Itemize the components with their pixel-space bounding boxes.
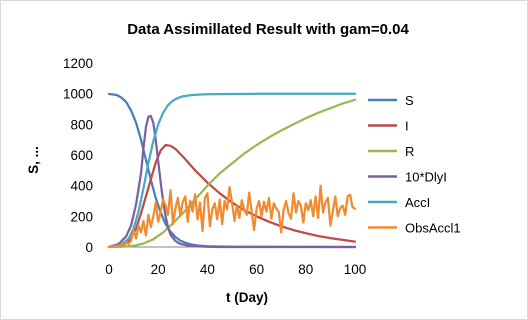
chart-title: Data Assimillated Result with gam=0.04 [127,21,409,38]
legend-label: 10*DlyI [405,170,447,185]
series-line-10dlyi [107,114,357,249]
y-tick-label: 200 [70,209,93,224]
y-axis-title: S, ... [26,146,41,174]
y-tick-label: 400 [70,179,93,194]
y-tick-label: 1000 [63,87,93,102]
series-line-i [107,143,357,248]
legend: SIR 10*DlyI AccI ObsAccl1 [368,93,461,236]
legend-label: R [405,144,414,159]
y-tick-label: 600 [70,148,93,163]
legend-label: ObsAccl1 [405,221,461,236]
legend-label: S [405,93,414,108]
series-lines [107,92,357,249]
y-tick-label: 1200 [63,56,93,71]
x-tick-label: 100 [344,262,367,277]
x-tick-label: 40 [200,262,215,277]
series-line-r [107,98,357,249]
legend-label: I [405,119,409,134]
axes: 0 200 400 600 800 1000 1200 0 20 40 60 80 100 [63,56,366,277]
legend-label: AccI [405,195,430,210]
x-axis-title: t (Day) [226,290,268,305]
x-tick-label: 0 [105,262,113,277]
x-tick-label: 60 [249,262,264,277]
x-tick-label: 20 [151,262,166,277]
y-tick-label: 800 [70,117,93,132]
x-tick-label: 80 [298,262,313,277]
series-line-acci [107,92,357,249]
y-tick-label: 0 [85,240,93,255]
series-line-obsaccl1 [107,184,357,249]
